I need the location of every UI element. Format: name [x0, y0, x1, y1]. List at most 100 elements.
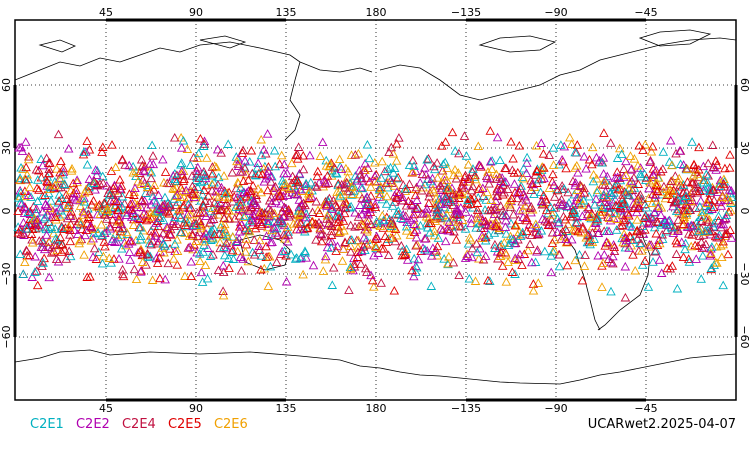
observation-marker [554, 159, 564, 169]
observation-marker [482, 173, 493, 183]
observation-marker [300, 181, 311, 190]
observation-marker [22, 169, 32, 179]
observation-marker [468, 164, 478, 173]
observation-marker [696, 274, 706, 283]
observation-marker [668, 185, 679, 195]
observation-marker [430, 202, 440, 212]
observation-marker [34, 165, 44, 175]
observation-marker [133, 213, 143, 222]
observation-marker [318, 266, 329, 275]
observation-marker [45, 158, 55, 167]
observation-marker [443, 225, 454, 235]
observation-marker [542, 217, 552, 226]
observation-marker [506, 136, 516, 146]
observation-marker [376, 173, 387, 182]
observation-marker [270, 161, 280, 171]
observation-marker [457, 189, 467, 198]
observation-marker [440, 193, 451, 203]
observation-marker [725, 225, 735, 234]
observation-marker [160, 241, 170, 250]
observation-marker [159, 177, 169, 187]
source-label: UCARwet2.2025-04-07 [587, 417, 736, 432]
observation-marker [213, 180, 223, 189]
observation-marker [146, 208, 156, 217]
observation-marker [15, 173, 25, 182]
observation-marker [124, 247, 135, 256]
observation-marker [454, 270, 464, 280]
observation-marker [353, 242, 363, 252]
observation-marker [215, 205, 226, 214]
observation-marker [211, 162, 222, 172]
observation-marker [520, 201, 531, 210]
observation-marker [466, 199, 476, 209]
observation-marker [597, 282, 607, 291]
observation-marker [31, 204, 42, 213]
observation-marker [208, 249, 218, 259]
observation-marker [570, 177, 581, 187]
observation-marker [695, 212, 706, 222]
observation-marker [105, 221, 115, 231]
observation-marker [472, 205, 483, 214]
observation-marker [450, 146, 460, 155]
observation-marker [718, 219, 729, 229]
top-tick-label: 180 [366, 6, 387, 19]
observation-marker [579, 151, 589, 161]
observation-marker [370, 157, 380, 167]
observation-marker [21, 174, 31, 184]
observation-marker [548, 143, 559, 152]
observation-marker [660, 215, 670, 225]
observation-marker [49, 183, 60, 193]
observation-marker [708, 162, 719, 171]
observation-marker [528, 285, 539, 295]
observation-marker [108, 190, 118, 200]
observation-marker [135, 234, 146, 244]
bottom-tick-label: −90 [544, 402, 567, 415]
observation-marker [546, 214, 557, 224]
observation-marker [58, 169, 68, 179]
observation-marker [356, 246, 367, 256]
observation-marker [526, 185, 536, 194]
observation-marker [442, 183, 453, 192]
observation-marker [518, 204, 528, 214]
observation-marker [531, 140, 542, 150]
observation-marker [718, 239, 728, 249]
observation-marker [626, 165, 636, 174]
observation-marker [648, 170, 659, 180]
observation-marker [448, 195, 459, 204]
observation-marker [254, 241, 264, 250]
observation-marker [495, 172, 505, 182]
observation-marker [572, 140, 583, 149]
observation-marker [519, 249, 530, 258]
observation-marker [709, 218, 719, 228]
observation-marker [201, 228, 211, 238]
observation-marker [579, 183, 589, 193]
observation-marker [512, 188, 523, 197]
observation-marker [472, 247, 483, 257]
observation-marker [580, 250, 590, 259]
observation-marker [357, 176, 367, 185]
observation-marker [557, 154, 567, 164]
observation-marker [547, 210, 558, 219]
observation-marker [598, 190, 609, 199]
observation-marker [437, 141, 447, 150]
observation-marker [269, 208, 280, 218]
observation-marker [532, 245, 543, 254]
observation-marker [612, 167, 622, 176]
observation-marker [486, 195, 496, 204]
observation-marker [460, 253, 471, 262]
observation-marker [54, 196, 64, 205]
observation-marker [439, 254, 449, 263]
observation-marker [86, 235, 97, 245]
observation-marker [620, 292, 631, 302]
observation-marker [632, 234, 643, 243]
observation-marker [184, 231, 195, 240]
observation-marker [428, 243, 438, 252]
observation-marker [370, 176, 380, 186]
observation-marker [544, 183, 555, 192]
observation-marker [424, 191, 434, 201]
observation-marker [14, 142, 24, 152]
observation-marker [492, 186, 502, 196]
observation-marker [217, 229, 228, 239]
observation-marker [118, 269, 128, 279]
observation-marker [639, 213, 650, 223]
